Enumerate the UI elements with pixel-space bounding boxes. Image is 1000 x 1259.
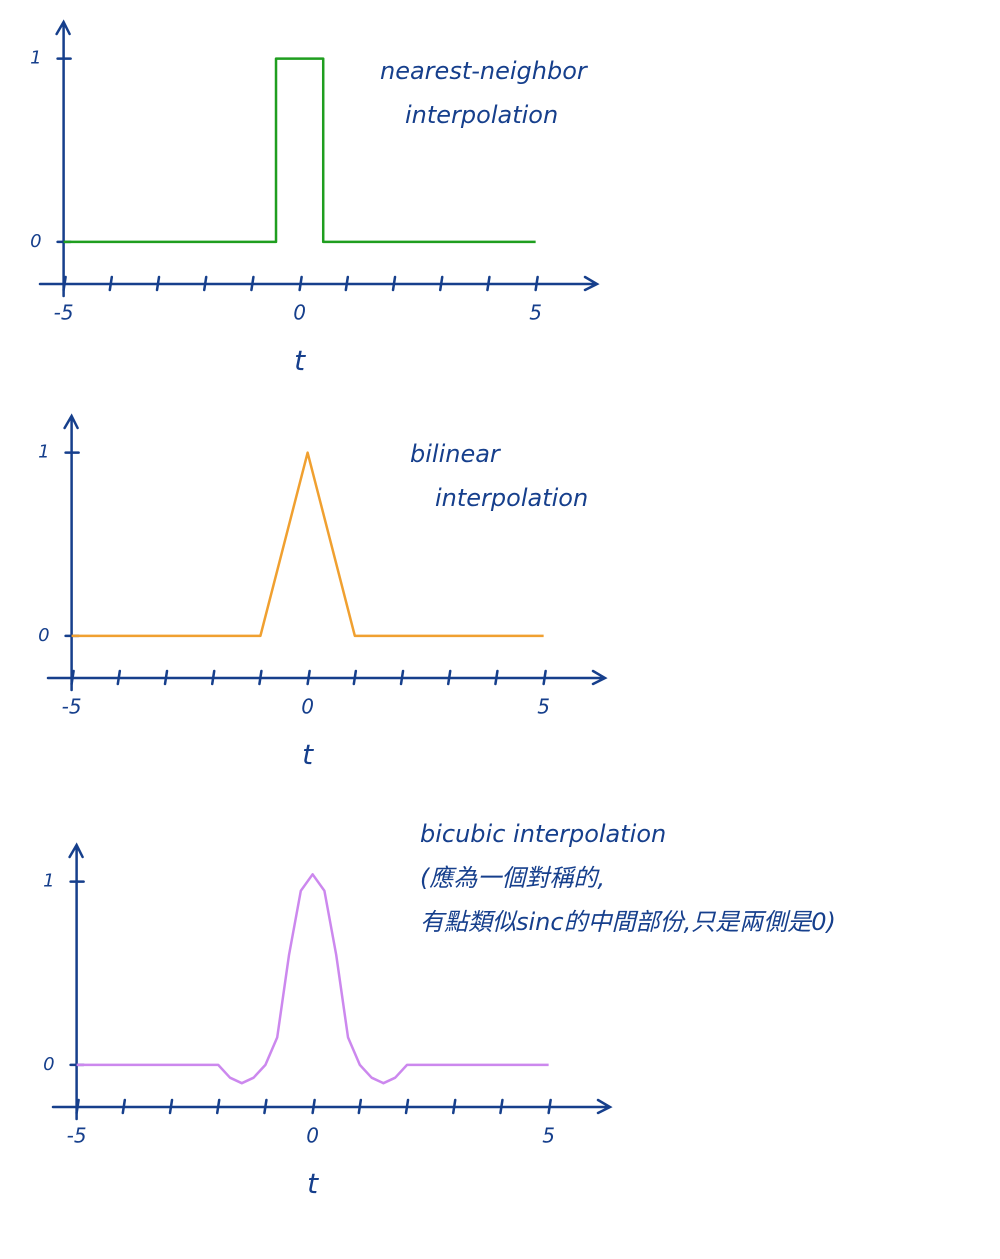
x-tick-label: 5 xyxy=(537,695,550,719)
x-tick xyxy=(542,669,547,686)
x-tick-label: -5 xyxy=(62,695,82,719)
x-minor-tick xyxy=(210,669,216,686)
annotation: bilinear xyxy=(410,440,502,468)
x-minor-tick xyxy=(404,1098,410,1115)
x-tick xyxy=(62,275,67,292)
x-axis-label: t xyxy=(294,344,306,377)
x-minor-tick xyxy=(499,1098,504,1115)
x-minor-tick xyxy=(446,669,452,686)
annotation: (應為一個對稱的, xyxy=(420,864,605,892)
x-minor-tick xyxy=(451,1098,457,1115)
x-minor-tick xyxy=(263,1098,268,1115)
annotation: bicubic interpolation xyxy=(420,820,666,848)
x-minor-tick xyxy=(399,669,405,686)
annotation: interpolation xyxy=(405,101,558,129)
x-minor-tick xyxy=(163,669,169,686)
x-tick-label: 5 xyxy=(529,301,542,325)
x-minor-tick xyxy=(108,275,114,292)
x-minor-tick xyxy=(250,275,255,292)
x-tick-label: -5 xyxy=(67,1124,87,1148)
y-tick-label: 0 xyxy=(30,231,41,252)
x-tick xyxy=(298,275,303,292)
x-minor-tick xyxy=(344,275,350,292)
x-axis xyxy=(51,1098,613,1115)
y-axis xyxy=(63,413,79,692)
x-tick-label: 0 xyxy=(306,1124,319,1148)
y-tick-label: 1 xyxy=(43,871,54,892)
x-minor-tick xyxy=(391,275,397,292)
x-tick-label: 5 xyxy=(542,1124,555,1148)
annotation: 有點類似sinc的中間部份,只是兩側是0) xyxy=(420,908,836,936)
x-axis-label: t xyxy=(302,738,314,771)
x-minor-tick xyxy=(168,1098,174,1115)
x-tick xyxy=(534,275,539,292)
x-minor-tick xyxy=(121,1098,127,1115)
curve xyxy=(76,873,549,1085)
x-minor-tick xyxy=(357,1098,363,1115)
x-tick xyxy=(75,1098,80,1115)
x-tick xyxy=(311,1098,316,1115)
annotation: interpolation xyxy=(435,484,588,512)
x-minor-tick xyxy=(116,669,122,686)
y-axis xyxy=(68,842,84,1121)
x-tick xyxy=(547,1098,552,1115)
x-tick-label: -5 xyxy=(54,301,74,325)
x-tick xyxy=(306,669,311,686)
x-minor-tick xyxy=(155,275,161,292)
curve xyxy=(63,57,536,244)
y-tick-label: 1 xyxy=(30,48,41,69)
y-tick-label: 1 xyxy=(38,442,49,463)
x-tick-label: 0 xyxy=(293,301,306,325)
x-minor-tick xyxy=(352,669,358,686)
x-minor-tick xyxy=(258,669,263,686)
x-tick xyxy=(70,669,75,686)
y-axis xyxy=(55,19,71,298)
x-minor-tick xyxy=(202,275,208,292)
y-tick-label: 0 xyxy=(43,1054,54,1075)
x-axis xyxy=(46,669,608,686)
x-minor-tick xyxy=(494,669,499,686)
x-minor-tick xyxy=(215,1098,221,1115)
x-tick-label: 0 xyxy=(301,695,314,719)
annotation: nearest-neighbor xyxy=(380,57,589,85)
x-minor-tick xyxy=(438,275,444,292)
y-tick-label: 0 xyxy=(38,625,49,646)
curve xyxy=(71,451,544,638)
x-axis xyxy=(38,275,600,292)
x-minor-tick xyxy=(486,275,491,292)
x-axis-label: t xyxy=(307,1167,319,1200)
